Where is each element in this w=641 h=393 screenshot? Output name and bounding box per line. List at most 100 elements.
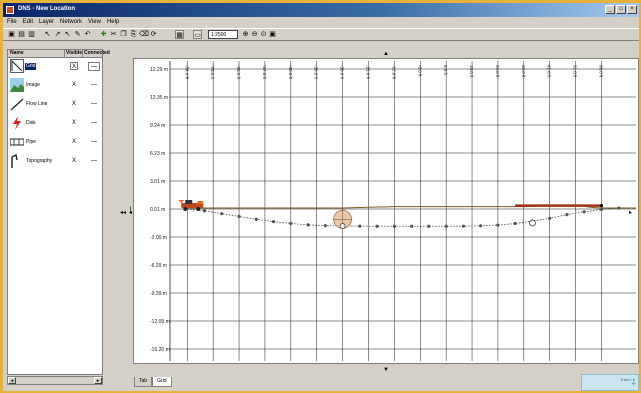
layer-connected-toggle[interactable]: — (91, 82, 97, 88)
pan-icon[interactable]: ↗ (54, 31, 61, 38)
zoom-window-icon[interactable]: ▭ (193, 30, 202, 39)
col-connected[interactable]: Connected (82, 50, 110, 57)
layer-visible-toggle[interactable]: X (71, 82, 76, 88)
flowline-layer-icon (10, 98, 24, 111)
layer-name: Topography (26, 158, 53, 164)
add-icon[interactable]: ✚ (100, 31, 107, 38)
layer-row-disk[interactable]: Disk X — (8, 115, 102, 133)
menu-help[interactable]: Help (106, 19, 120, 25)
new-icon[interactable]: ▣ (8, 31, 15, 38)
compass-icon[interactable]: ⌖ (631, 379, 636, 388)
bore-point (599, 207, 604, 212)
col-visible[interactable]: Visible (64, 50, 83, 57)
layer-visible-toggle[interactable]: X (71, 158, 76, 164)
menu-view[interactable]: View (88, 19, 101, 25)
layer-connected-toggle[interactable]: — (91, 158, 97, 164)
y-tick-label: 0.01 m (150, 207, 165, 213)
print-icon[interactable]: ▥ (28, 31, 35, 38)
splitter-handle[interactable]: ▕ (126, 208, 131, 214)
maximize-button[interactable]: □ (616, 5, 626, 14)
scroll-right-icon[interactable]: ▸ (94, 377, 102, 384)
bottom-scrollbar[interactable] (178, 377, 578, 386)
col-name[interactable]: Name (10, 50, 24, 56)
layer-row-grid[interactable]: Grid X — (8, 58, 102, 76)
pointer-icon[interactable]: ↖ (44, 31, 51, 38)
bore-point (237, 214, 241, 219)
menu-edit[interactable]: Edit (22, 19, 34, 25)
layer-connected-toggle[interactable]: — (91, 120, 97, 126)
paste-icon[interactable]: ⎘ (130, 31, 137, 38)
layer-row-pipe[interactable]: Pipe X — (8, 134, 102, 152)
drill-rig-icon[interactable] (178, 200, 204, 211)
profile-canvas[interactable]: 12.29 m 12.35 m 9.24 m 6.23 m 3.01 m 0.01 m -3… (133, 58, 639, 364)
y-tick-label: -9.39 m (150, 291, 167, 297)
copy-icon[interactable]: ❐ (120, 31, 127, 38)
refresh-icon[interactable]: ⟳ (150, 31, 157, 38)
y-tick-label: -15.20 m (150, 347, 170, 353)
layer-row-image[interactable]: Image X — (8, 77, 102, 95)
menu-bar: File Edit Layer Network View Help (3, 17, 639, 27)
layer-name: Pipe (26, 139, 37, 145)
tab-grid[interactable]: Grid (152, 377, 172, 387)
bore-point (548, 216, 552, 220)
delete-icon[interactable]: ⌫ (139, 31, 149, 38)
layer-visible-toggle[interactable]: X (71, 120, 76, 126)
x-tick-label: 33.0 ft (521, 65, 526, 78)
scroll-up-icon[interactable]: ▲ (383, 51, 389, 57)
x-tick-label: 42.0 ft (547, 65, 552, 78)
bore-point (323, 224, 327, 228)
y-tick-label: -6.29 m (150, 263, 167, 269)
layer-visible-toggle[interactable]: X (70, 62, 78, 70)
navigation-panel[interactable]: 5 km / h ⌖ (581, 374, 639, 391)
layer-connected-toggle[interactable]: — (91, 139, 97, 145)
save-icon[interactable]: ▤ (18, 31, 25, 38)
bore-point (306, 223, 310, 227)
zoom-input[interactable]: 1:2500 (208, 30, 238, 39)
zoom-extents-icon[interactable]: ▣ (269, 31, 276, 38)
layer-row-topography[interactable]: Topography X — (8, 153, 102, 171)
layer-name: Disk (26, 120, 36, 126)
minimize-button[interactable]: _ (605, 5, 615, 14)
title-bar[interactable]: DNS - New Location _ □ × (3, 3, 639, 17)
canvas-top-scroll[interactable]: ▲ (133, 49, 639, 58)
zoom-fit-icon[interactable]: ⊙ (260, 31, 267, 38)
nav-label: 5 km / h (620, 377, 635, 382)
layer-visible-toggle[interactable]: X (71, 101, 76, 107)
window-title: DNS - New Location (18, 6, 76, 12)
y-tick-label: 9.24 m (150, 123, 165, 129)
profile-plot[interactable]: 12.29 m 12.35 m 9.24 m 6.23 m 3.01 m 0.01 m -3… (134, 59, 638, 363)
bore-point (617, 206, 621, 210)
bore-point (444, 224, 448, 228)
bore-point (496, 223, 500, 227)
bore-point (427, 224, 431, 228)
zoom-out-icon[interactable]: ⊖ (251, 31, 258, 38)
layers-header: Name Visible Connected (8, 50, 110, 58)
close-button[interactable]: × (627, 5, 637, 14)
canvas-left-scroll-icon[interactable]: ◂ (129, 210, 133, 216)
menu-layer[interactable]: Layer (39, 19, 55, 25)
x-tick-label: -57.0 ft (262, 65, 267, 80)
scroll-left-icon[interactable]: ◂ (8, 377, 16, 384)
zoom-in-icon[interactable]: ⊕ (242, 31, 249, 38)
layer-connected-toggle[interactable]: — (91, 101, 97, 107)
bore-point (410, 224, 414, 228)
layers-hscrollbar[interactable]: ◂ ▸ (7, 376, 103, 385)
layer-visible-toggle[interactable]: X (71, 139, 76, 145)
draw-icon[interactable]: ✎ (74, 31, 81, 38)
canvas-right-scroll-icon[interactable]: ▸ (629, 210, 633, 216)
x-tick-label: 60.0 ft (598, 65, 603, 78)
scroll-down-icon[interactable]: ▼ (383, 367, 389, 373)
collapse-panel-icon[interactable]: ◂◂ (120, 210, 127, 216)
cut-icon[interactable]: ✂ (110, 31, 117, 38)
select-icon[interactable]: ↖ (64, 31, 71, 38)
layer-row-flowline[interactable]: Flow Line X — (8, 96, 102, 114)
bore-point (358, 224, 362, 228)
grid-icon[interactable]: ▦ (175, 30, 184, 39)
menu-network[interactable]: Network (60, 19, 83, 25)
menu-file[interactable]: File (7, 19, 17, 25)
undo-icon[interactable]: ↶ (84, 31, 91, 38)
x-tick-label: -75.0 ft (210, 65, 215, 80)
tab-tab[interactable]: Tab (134, 377, 153, 387)
layer-connected-toggle[interactable]: — (88, 62, 100, 71)
toolbar: ▣ ▤ ▥ ↖ ↗ ↖ ✎ ↶ ✚ ✂ ❐ ⎘ ⌫ ⟳ ▦ ▭ 1:2500 ⊕… (3, 28, 639, 41)
